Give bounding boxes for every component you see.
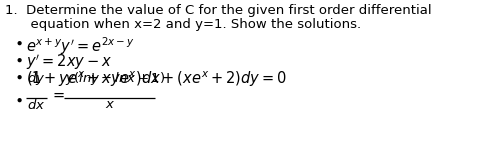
Text: $\bullet$: $\bullet$ [14, 69, 23, 84]
Text: $y' = 2xy - x$: $y' = 2xy - x$ [26, 52, 112, 72]
Text: $\bullet$: $\bullet$ [14, 52, 23, 67]
Text: equation when x=2 and y=1. Show the solutions.: equation when x=2 and y=1. Show the solu… [5, 18, 360, 31]
Text: $\bullet$: $\bullet$ [14, 35, 23, 50]
Text: $x$: $x$ [105, 98, 115, 111]
Text: $\bullet$: $\bullet$ [14, 92, 23, 107]
Text: $y(lny-lnx+1)$: $y(lny-lnx+1)$ [65, 70, 165, 87]
Text: $(1 + ye^{x} + xye^{x})dx + (xe^{x} + 2)dy = 0$: $(1 + ye^{x} + xye^{x})dx + (xe^{x} + 2)… [26, 69, 286, 89]
Text: $dy$: $dy$ [27, 70, 45, 87]
Text: $dx$: $dx$ [27, 98, 45, 112]
Text: $e^{x+y}y' = e^{2x-y}$: $e^{x+y}y' = e^{2x-y}$ [26, 35, 134, 57]
Text: 1.  Determine the value of C for the given first order differential: 1. Determine the value of C for the give… [5, 4, 431, 17]
Text: $=$: $=$ [50, 86, 65, 101]
